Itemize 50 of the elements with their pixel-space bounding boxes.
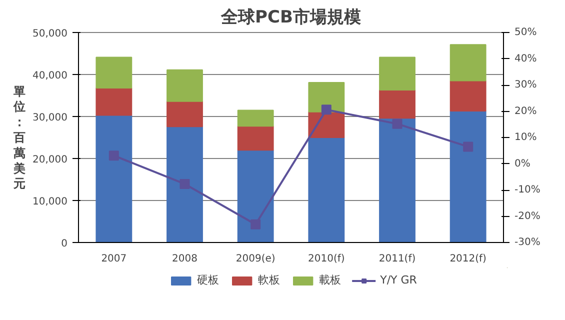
y-tick-label: 30,000 — [32, 112, 68, 124]
y2-tick-label: -10% — [514, 184, 540, 196]
bar — [308, 82, 345, 112]
chart-title: 全球PCB市場規模 — [220, 8, 361, 28]
bar — [237, 150, 274, 242]
bar — [450, 110, 486, 242]
y-axis-title: 單位：百萬美元 — [12, 84, 26, 191]
y2-tick-label: -20% — [514, 210, 540, 222]
bar — [379, 90, 416, 119]
legend-label: 硬板 — [197, 272, 220, 288]
point — [108, 150, 119, 161]
y2-tick-label: 30% — [514, 80, 537, 90]
x-tick-label: 2010(f) — [308, 254, 345, 264]
y2-tick-label: 50% — [514, 27, 537, 38]
bar — [166, 69, 203, 102]
x-tick-label: 2012(f) — [450, 254, 487, 264]
bar — [379, 56, 416, 91]
bar — [96, 87, 132, 116]
y-tick-label: 40,000 — [32, 70, 68, 82]
bar — [450, 44, 486, 82]
point — [180, 178, 190, 189]
point — [463, 142, 474, 152]
bar — [237, 126, 274, 151]
y-tick-label: 20,000 — [32, 154, 68, 166]
point — [250, 219, 261, 230]
x-tick-label: 2011(f) — [378, 254, 416, 264]
y-tick-label: 50,000 — [32, 28, 68, 40]
bar — [379, 118, 416, 242]
x-tick-label: 2007 — [101, 254, 127, 264]
bar — [166, 126, 203, 242]
point — [321, 104, 332, 115]
y-tick-label: 10,000 — [32, 196, 68, 208]
bar — [308, 137, 345, 242]
legend-label: 軟板 — [258, 272, 280, 288]
y-tick-label: 0 — [61, 238, 68, 250]
bar — [96, 56, 132, 88]
legend-label: 載板 — [319, 272, 342, 288]
bar — [450, 80, 486, 112]
legend-label: Y/Y GR — [380, 274, 417, 286]
y2-tick-label: 40% — [514, 53, 537, 64]
y2-tick-label: 0% — [514, 158, 530, 170]
point — [392, 118, 402, 129]
y2-tick-label: 10% — [514, 132, 537, 143]
y2-tick-label: 20% — [514, 106, 537, 117]
x-tick-label: 2009(e) — [236, 254, 276, 264]
bar — [96, 114, 132, 242]
bar — [237, 110, 274, 127]
x-tick-label: 2008 — [172, 254, 198, 264]
y2-tick-label: -30% — [514, 237, 540, 248]
bar — [166, 100, 203, 128]
